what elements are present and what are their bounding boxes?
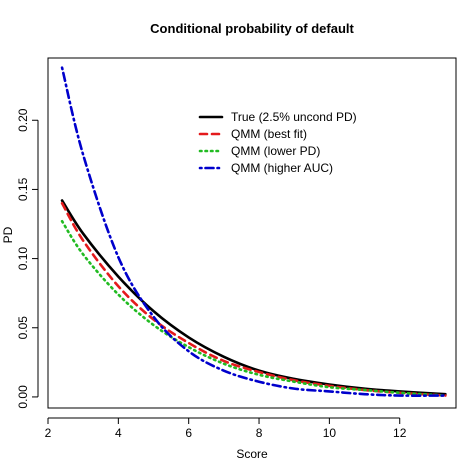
plot-frame — [47, 57, 457, 409]
series-layer — [60, 66, 447, 397]
y-axis: 0.00 0.05 0.10 0.15 0.20 — [16, 108, 39, 409]
x-tick-label: 12 — [393, 426, 407, 440]
y-tick-label: 0.00 — [16, 385, 30, 409]
y-tick-label: 0.15 — [16, 177, 30, 201]
x-tick-label: 2 — [45, 426, 52, 440]
legend-label: QMM (higher AUC) — [231, 161, 333, 175]
series-line-2 — [60, 201, 447, 397]
y-axis-label: PD — [1, 226, 15, 243]
legend-label: QMM (best fit) — [231, 127, 307, 141]
legend: True (2.5% uncond PD) QMM (best fit) QMM (… — [198, 110, 357, 175]
x-tick-label: 4 — [115, 426, 122, 440]
x-axis: 2 4 6 8 10 12 — [45, 417, 407, 440]
y-tick-label: 0.05 — [16, 316, 30, 340]
series-line-4 — [60, 66, 447, 397]
series-line-1 — [60, 199, 447, 396]
legend-label: True (2.5% uncond PD) — [231, 110, 357, 124]
y-tick-label: 0.20 — [16, 108, 30, 132]
x-tick-label: 6 — [185, 426, 192, 440]
chart-title: Conditional probability of default — [150, 21, 354, 36]
x-axis-label: Score — [236, 447, 268, 461]
legend-label: QMM (lower PD) — [231, 144, 320, 158]
x-tick-label: 10 — [323, 426, 337, 440]
series-line-3 — [60, 219, 447, 397]
y-tick-label: 0.10 — [16, 247, 30, 271]
x-tick-label: 8 — [256, 426, 263, 440]
